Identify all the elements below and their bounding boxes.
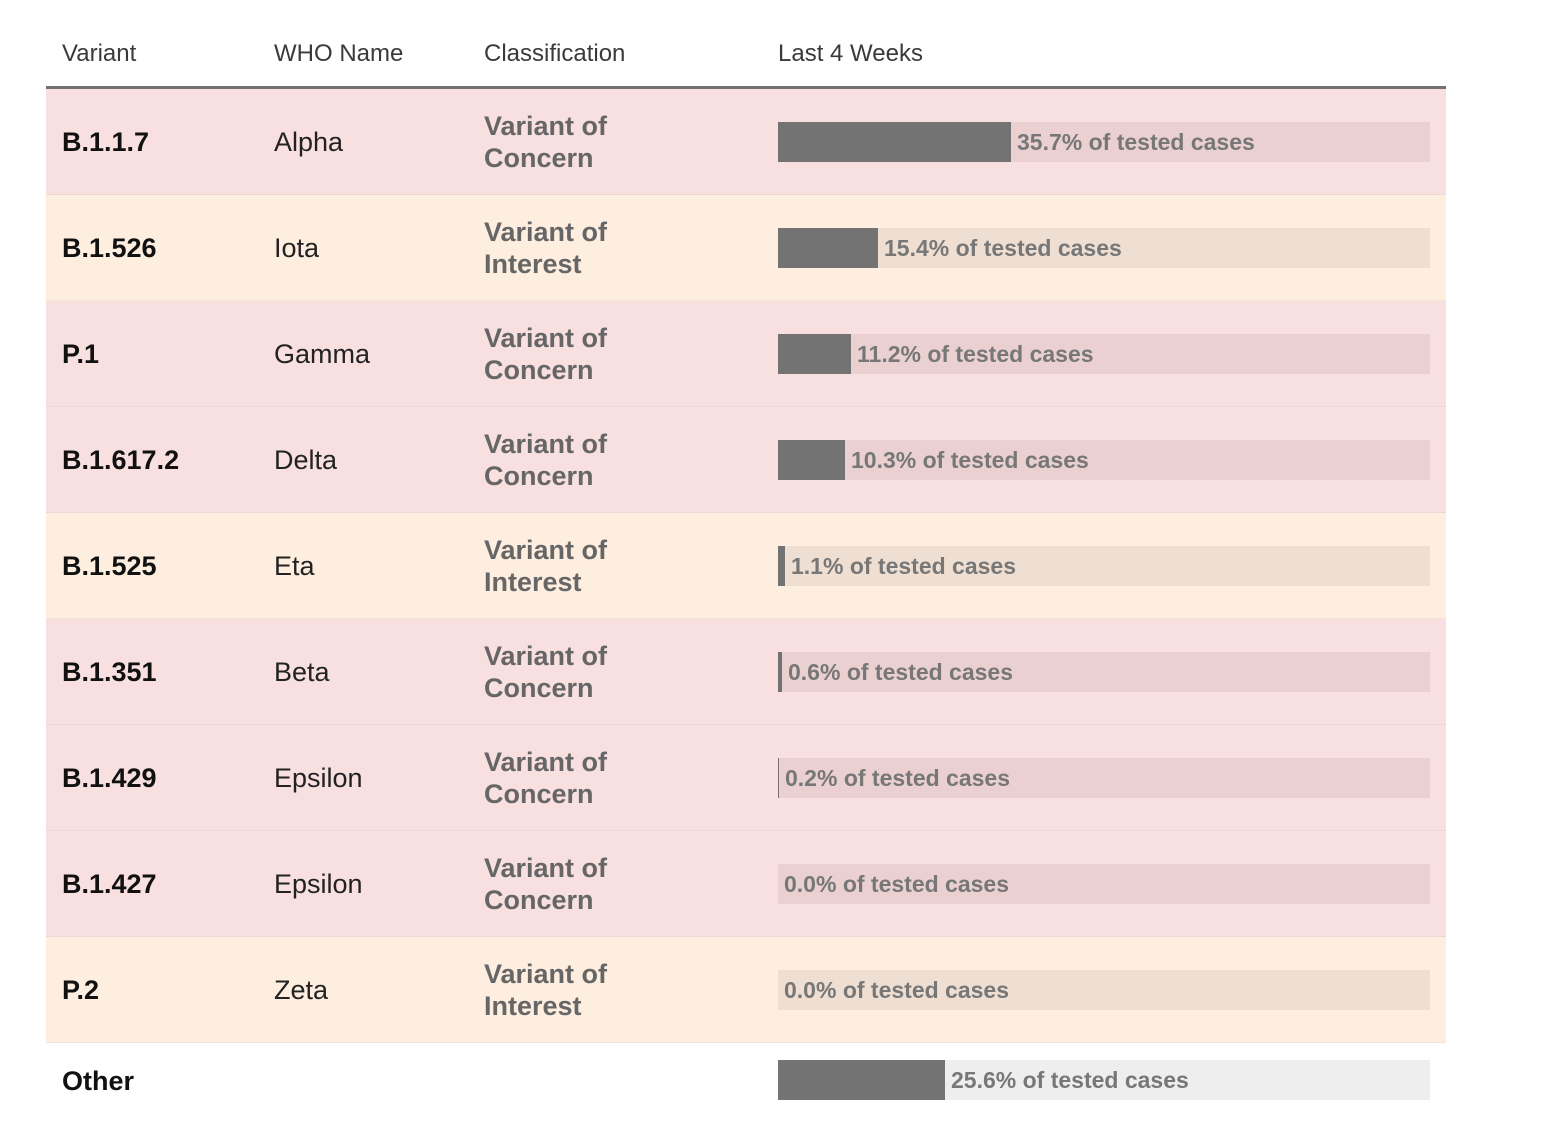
table-row: P.2 Zeta Variant of Interest 0.0% of tested…: [46, 937, 1446, 1043]
variant-name: Other: [62, 1066, 135, 1096]
header-last-4-weeks: Last 4 Weeks: [778, 40, 923, 67]
table-row: B.1.427 Epsilon Variant of Concern 0.0% of …: [46, 831, 1446, 937]
header-who-name: WHO Name: [274, 40, 404, 67]
bar: [778, 440, 845, 480]
bar-track: 10.3% of tested cases: [778, 440, 1430, 480]
variant-name: B.1.429: [62, 763, 157, 793]
bar-track: 25.6% of tested cases: [778, 1060, 1430, 1100]
bar-label: 11.2% of tested cases: [857, 341, 1094, 367]
who-name: Zeta: [274, 975, 329, 1005]
table-row: B.1.525 Eta Variant of Interest 1.1% of tes…: [46, 513, 1446, 619]
table-row: Other 25.6% of tested cases: [46, 1043, 1446, 1123]
bar-label: 0.2% of tested cases: [785, 765, 1011, 791]
variant-name: B.1.617.2: [62, 445, 180, 475]
bar-label: 0.6% of tested cases: [788, 659, 1014, 685]
bar: [778, 1060, 945, 1100]
who-name: Alpha: [274, 127, 344, 157]
bar: [778, 546, 785, 586]
table-row: B.1.429 Epsilon Variant of Concern 0.2% of …: [46, 725, 1446, 831]
bar: [778, 652, 782, 692]
variant-name: B.1.526: [62, 233, 157, 263]
bar-label: 0.0% of tested cases: [784, 871, 1010, 897]
variant-name: P.2: [62, 975, 100, 1005]
variants-table: Variant WHO Name Classification Last 4 W…: [46, 0, 1446, 1123]
who-name: Epsilon: [274, 869, 363, 899]
bar-track: 0.6% of tested cases: [778, 652, 1430, 692]
bar-label: 0.0% of tested cases: [784, 977, 1010, 1003]
bar-label: 10.3% of tested cases: [851, 447, 1089, 473]
who-name: Delta: [274, 445, 338, 475]
bar-track: 0.2% of tested cases: [778, 758, 1430, 798]
bar-track: 0.0% of tested cases: [778, 970, 1430, 1010]
who-name: Gamma: [274, 339, 371, 369]
table-body: B.1.1.7 Alpha Variant of Concern 35.7% of t…: [46, 89, 1446, 1123]
bar-track: 35.7% of tested cases: [778, 122, 1430, 162]
who-name: Iota: [274, 233, 320, 263]
classification: Variant of Concern: [484, 747, 608, 809]
classification: Variant of Interest: [484, 535, 608, 597]
variant-name: B.1.1.7: [62, 127, 150, 157]
bar-label: 35.7% of tested cases: [1017, 129, 1255, 155]
bar-label: 1.1% of tested cases: [791, 553, 1017, 579]
table-row: B.1.351 Beta Variant of Concern 0.6% of tes…: [46, 619, 1446, 725]
bar-track: 15.4% of tested cases: [778, 228, 1430, 268]
table-row: B.1.617.2 Delta Variant of Concern 10.3% of…: [46, 407, 1446, 513]
who-name: Eta: [274, 551, 315, 581]
bar-track: 11.2% of tested cases: [778, 334, 1430, 374]
table-row: B.1.1.7 Alpha Variant of Concern 35.7% of t…: [46, 89, 1446, 195]
classification: Variant of Concern: [484, 323, 608, 385]
bar-track: 1.1% of tested cases: [778, 546, 1430, 586]
classification: Variant of Interest: [484, 217, 608, 279]
bar: [778, 758, 779, 798]
bar: [778, 228, 878, 268]
classification: Variant of Interest: [484, 959, 608, 1021]
classification: Variant of Concern: [484, 853, 608, 915]
variant-name: B.1.351: [62, 657, 157, 687]
who-name: Beta: [274, 657, 330, 687]
bar: [778, 122, 1011, 162]
bar: [778, 334, 851, 374]
variant-name: B.1.525: [62, 551, 157, 581]
who-name: Epsilon: [274, 763, 363, 793]
bar-label: 25.6% of tested cases: [951, 1067, 1189, 1093]
header-variant: Variant: [62, 40, 137, 67]
table-row: B.1.526 Iota Variant of Interest 15.4% of t…: [46, 195, 1446, 301]
variant-name: P.1: [62, 339, 100, 369]
classification: Variant of Concern: [484, 111, 608, 173]
bar-track: 0.0% of tested cases: [778, 864, 1430, 904]
classification: Variant of Concern: [484, 641, 608, 703]
classification: Variant of Concern: [484, 429, 608, 491]
header-classification: Classification: [484, 40, 626, 67]
table-row: P.1 Gamma Variant of Concern 11.2% of teste…: [46, 301, 1446, 407]
bar-label: 15.4% of tested cases: [884, 235, 1122, 261]
variant-name: B.1.427: [62, 869, 157, 899]
table-header: Variant WHO Name Classification Last 4 W…: [46, 0, 1446, 89]
